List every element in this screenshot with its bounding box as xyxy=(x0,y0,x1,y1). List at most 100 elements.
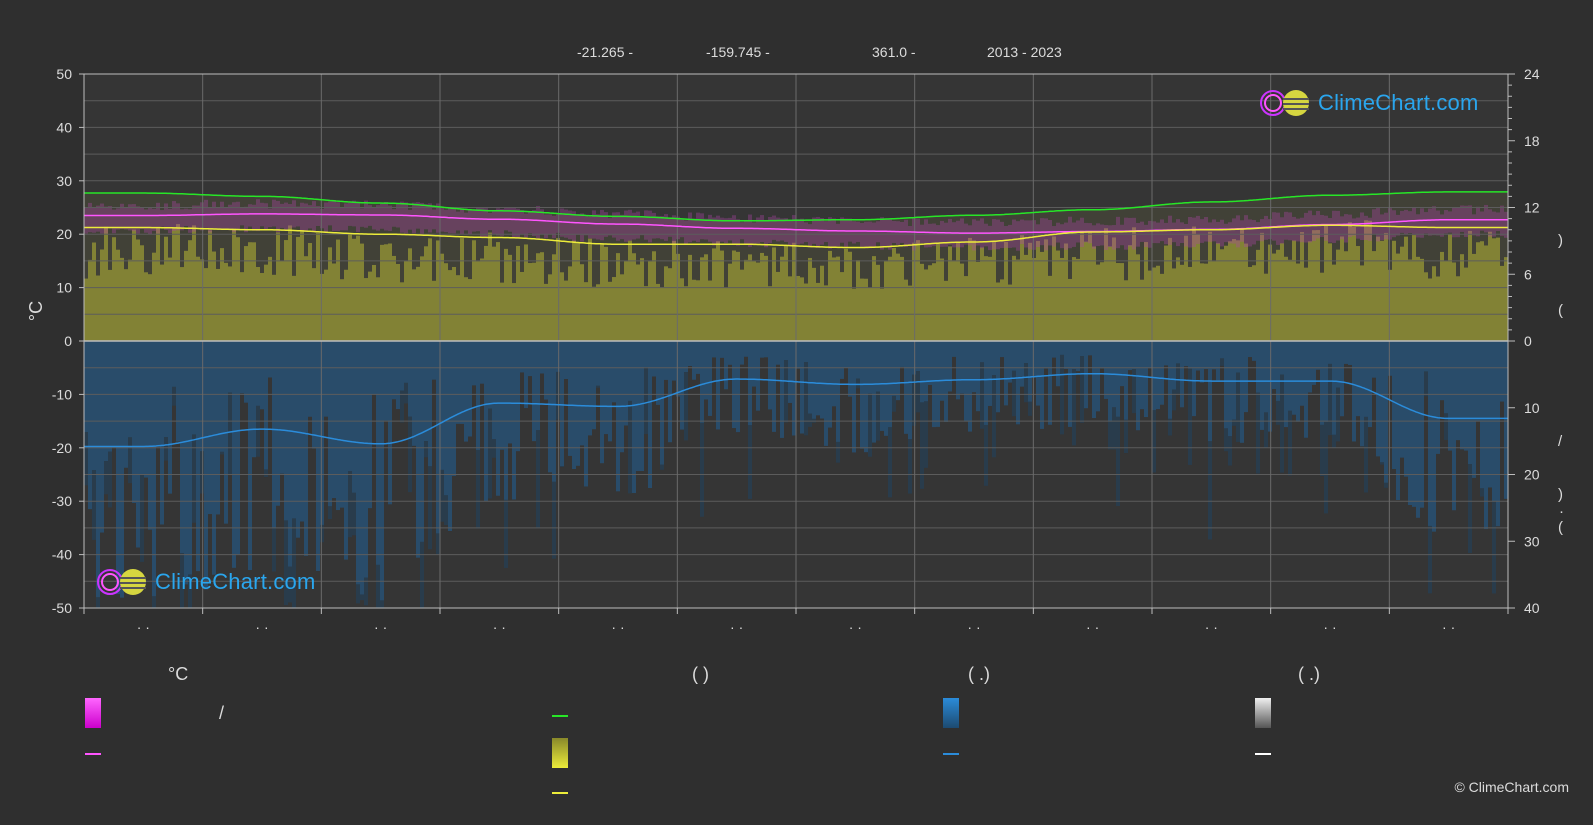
precip-bar xyxy=(1044,341,1048,369)
temp-range-bar xyxy=(1064,222,1068,250)
precip-bar xyxy=(128,341,132,438)
sunshine-bar xyxy=(404,261,408,341)
precip-bar xyxy=(1484,341,1488,530)
temp-range-bar xyxy=(1500,205,1504,236)
sunshine-bar xyxy=(684,286,688,341)
sunshine-bar xyxy=(1340,236,1344,341)
precip-bar xyxy=(1240,341,1244,443)
temp-range-bar xyxy=(304,203,308,232)
precip-bar xyxy=(96,597,100,608)
temp-range-bar xyxy=(1088,223,1092,244)
precip-bar xyxy=(360,341,364,595)
sunshine-bar xyxy=(236,237,240,341)
sunshine-bar xyxy=(1112,237,1116,341)
precip-bar xyxy=(1012,370,1016,417)
temp-range-bar xyxy=(428,203,432,233)
sunshine-bar xyxy=(1500,265,1504,341)
sunshine-bar xyxy=(1420,258,1424,341)
sunshine-bar xyxy=(1168,237,1172,341)
precip-bar xyxy=(376,341,380,565)
precip-bar xyxy=(128,437,132,484)
sunshine-bar xyxy=(440,253,444,341)
daylight-bar xyxy=(148,193,152,341)
precip-bar xyxy=(1256,341,1260,393)
precip-bar xyxy=(740,341,744,365)
precip-bar xyxy=(324,341,328,417)
temp-range-bar xyxy=(772,215,776,240)
sunshine-bar xyxy=(1364,220,1368,341)
precip-bar xyxy=(404,382,408,404)
precip-bar xyxy=(780,341,784,438)
sunshine-bar xyxy=(1084,241,1088,341)
sunshine-bar xyxy=(1368,220,1372,341)
sunshine-bar xyxy=(1252,265,1256,341)
temp-range-bar xyxy=(736,219,740,246)
precip-bar xyxy=(428,341,432,467)
logo-bottom[interactable]: ClimeChart.com xyxy=(95,567,316,597)
temp-range-bar xyxy=(1152,221,1156,244)
precip-bar xyxy=(1364,416,1368,493)
daylight-bar xyxy=(1124,208,1128,341)
logo-top[interactable]: ClimeChart.com xyxy=(1258,88,1479,118)
temp-range-bar xyxy=(596,214,600,240)
precip-bar xyxy=(876,391,880,441)
sunshine-bar xyxy=(92,242,96,341)
x-tick-label: · · xyxy=(1442,619,1455,635)
daylight-bar xyxy=(880,219,884,341)
temp-range-bar xyxy=(360,208,364,227)
left-tick-label: -40 xyxy=(52,547,72,563)
daylight-bar xyxy=(1428,192,1432,341)
sunshine-bar xyxy=(1088,231,1092,341)
precip-bar xyxy=(1096,341,1100,412)
precip-bar xyxy=(468,341,472,437)
sunshine-bar xyxy=(1456,276,1460,341)
sunshine-bar xyxy=(424,246,428,341)
sunshine-bar xyxy=(1192,226,1196,341)
precip-bar xyxy=(800,341,804,434)
temp-range-bar xyxy=(300,202,304,232)
temp-range-bar xyxy=(1324,215,1328,241)
temp-range-bar xyxy=(1276,212,1280,245)
temp-range-bar xyxy=(1000,221,1004,249)
sunshine-bar xyxy=(1308,241,1312,341)
sunshine-bar xyxy=(272,274,276,341)
sunshine-bar xyxy=(164,236,168,341)
sunshine-bar xyxy=(1024,254,1028,341)
sunshine-bar xyxy=(720,250,724,341)
temp-range-bar xyxy=(908,226,912,246)
precip-bar xyxy=(1292,341,1296,415)
temp-range-bar xyxy=(1232,218,1236,244)
precip-bar xyxy=(848,341,852,397)
precip-bar xyxy=(936,341,940,427)
precip-bar xyxy=(1328,363,1332,436)
precip-bar xyxy=(1248,341,1252,358)
sunshine-bar xyxy=(376,277,380,341)
precip-bar xyxy=(260,341,264,410)
sunshine-bar xyxy=(736,251,740,341)
precip-bar xyxy=(1156,341,1160,410)
temp-range-bar xyxy=(1236,215,1240,248)
precip-bar xyxy=(92,341,96,471)
precip-bar xyxy=(736,341,740,433)
temp-range-bar xyxy=(96,205,100,232)
sunshine-bar xyxy=(804,283,808,341)
precip-bar xyxy=(1444,413,1448,440)
sunshine-bar xyxy=(292,275,296,341)
daylight-bar xyxy=(1436,191,1440,341)
precip-bar xyxy=(148,341,152,530)
temp-range-bar xyxy=(380,203,384,229)
precip-bar xyxy=(284,520,288,606)
precip-bar xyxy=(424,341,428,442)
sunshine-bar xyxy=(636,264,640,341)
legend-rain-area-swatch xyxy=(943,698,959,728)
sunshine-bar xyxy=(1180,264,1184,341)
sunshine-bar xyxy=(1012,255,1016,341)
precip-bar xyxy=(412,341,416,446)
temp-range-bar xyxy=(1396,214,1400,236)
precip-bar xyxy=(1188,341,1192,369)
legend-rain-head: ( .) xyxy=(968,664,990,684)
daylight-bar xyxy=(1424,192,1428,341)
precip-bar xyxy=(1332,341,1336,435)
daylight-bar xyxy=(996,214,1000,341)
sunshine-bar xyxy=(932,263,936,341)
